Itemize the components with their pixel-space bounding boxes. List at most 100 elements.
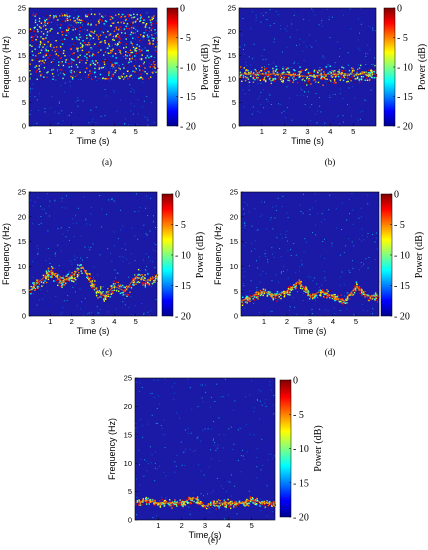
noise-speck [328, 19, 330, 21]
noise-speck [333, 313, 335, 315]
noise-speck [136, 123, 138, 125]
ridge-point [347, 294, 349, 296]
ridge-point [249, 300, 251, 303]
noise-speck [101, 31, 103, 33]
ridge-point [265, 79, 267, 82]
ridge-point [131, 17, 133, 19]
colorbar-tick-label: - 15 [394, 281, 410, 292]
ridge-point [298, 73, 301, 76]
ridge-point [245, 297, 247, 299]
noise-speck [187, 432, 189, 434]
ridge-point [102, 60, 104, 62]
ridge-point [203, 505, 205, 507]
ridge-point [247, 78, 250, 80]
noise-speck [116, 110, 118, 112]
noise-speck [128, 276, 130, 278]
ridge-point [273, 80, 275, 82]
ridge-point [329, 290, 331, 292]
noise-speck [199, 511, 201, 512]
colorbar-label: Power (dB) [200, 44, 211, 90]
ridge-point [151, 71, 153, 74]
ridge-point [166, 503, 169, 506]
ridge-point [44, 59, 47, 61]
noise-speck [56, 227, 58, 229]
ridge-point [191, 499, 193, 502]
ridge-point [130, 60, 132, 63]
ridge-point [79, 264, 81, 267]
ridge-point [253, 296, 256, 298]
noise-speck [135, 381, 137, 383]
ridge-point [32, 282, 34, 284]
noise-speck [325, 81, 327, 83]
ridge-point [76, 38, 78, 40]
noise-speck [92, 71, 94, 73]
noise-speck [335, 202, 337, 204]
ridge-point [42, 78, 44, 81]
noise-speck [304, 314, 306, 316]
noise-speck [238, 388, 240, 390]
noise-speck [73, 74, 75, 76]
ridge-point [252, 293, 255, 296]
ridge-point [248, 71, 250, 74]
ridge-point [52, 275, 54, 277]
noise-speck [84, 297, 86, 299]
noise-speck [290, 255, 292, 256]
noise-speck [117, 238, 119, 240]
noise-speck [211, 506, 213, 508]
ridge-point [115, 34, 117, 37]
ridge-point [91, 280, 93, 282]
ridge-point [164, 502, 166, 505]
ridge-point [133, 284, 135, 286]
ridge-point [42, 25, 45, 27]
ridge-point [256, 72, 259, 74]
noise-speck [307, 95, 308, 97]
noise-speck [49, 200, 51, 202]
ridge-point [150, 55, 152, 58]
noise-speck [261, 55, 263, 57]
ridge-point [87, 76, 89, 78]
ridge-point [350, 80, 352, 82]
noise-speck [84, 29, 86, 30]
noise-speck [38, 109, 39, 111]
ridge-point [130, 287, 133, 289]
ridge-point [244, 503, 247, 505]
ridge-point [369, 74, 371, 76]
noise-speck [142, 38, 144, 40]
ridge-point [146, 49, 148, 52]
x-tick-label: 5 [134, 317, 138, 326]
ridge-point [351, 76, 353, 78]
ridge-point [114, 52, 116, 55]
noise-speck [376, 248, 378, 250]
noise-speck [260, 469, 262, 471]
ridge-point [370, 70, 372, 72]
noise-speck [144, 268, 146, 270]
y-tick-label: 25 [18, 188, 26, 197]
noise-speck [321, 221, 322, 223]
noise-speck [110, 222, 112, 223]
ridge-point [138, 65, 140, 67]
noise-speck [173, 398, 175, 400]
ridge-point [84, 55, 86, 57]
noise-speck [179, 417, 180, 419]
ridge-point [62, 277, 64, 279]
noise-speck [154, 57, 155, 59]
ridge-point [153, 499, 155, 502]
ridge-point [225, 501, 228, 504]
noise-speck [329, 69, 331, 71]
ridge-point [90, 30, 92, 33]
ridge-point [228, 506, 230, 508]
noise-speck [122, 301, 124, 303]
ridge-point [36, 58, 38, 60]
ridge-point [374, 77, 376, 79]
ridge-point [73, 274, 76, 276]
noise-speck [342, 14, 344, 16]
noise-speck [251, 225, 253, 227]
noise-speck [243, 53, 245, 55]
ridge-point [273, 501, 275, 503]
noise-speck [154, 250, 156, 252]
ridge-point [140, 76, 143, 79]
ridge-point [110, 49, 112, 52]
noise-speck [137, 99, 139, 101]
noise-speck [154, 480, 156, 482]
